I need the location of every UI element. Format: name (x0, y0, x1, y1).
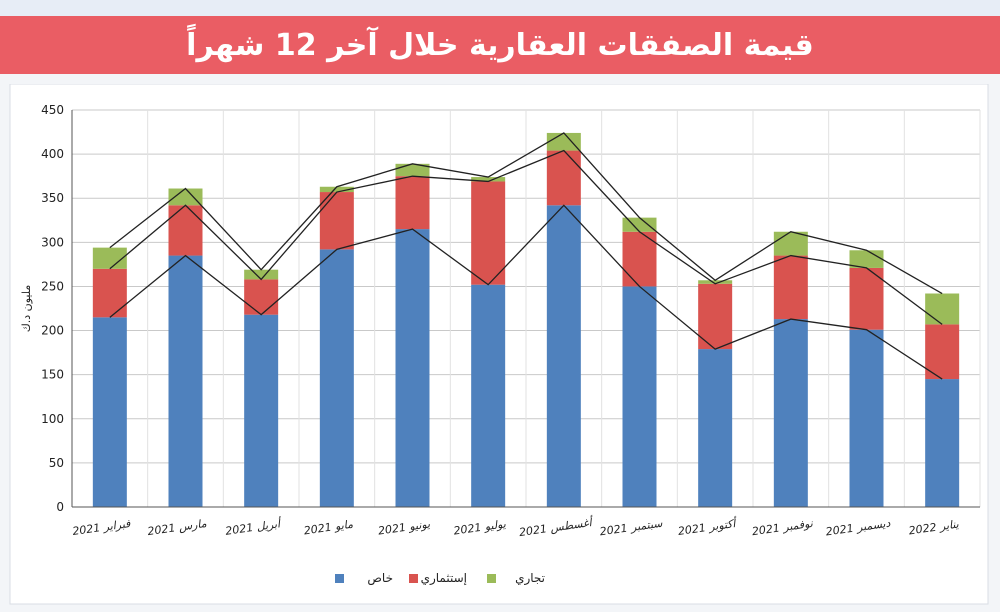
bar-segment (471, 177, 506, 182)
legend-swatch (335, 574, 344, 583)
bar-segment (622, 217, 657, 232)
legend-label: خاص (367, 571, 393, 586)
bar-segment (773, 255, 808, 320)
bar-segment (395, 176, 430, 230)
bar-segment (168, 255, 203, 507)
y-tick-label: 350 (41, 191, 64, 205)
bar-segment (319, 192, 354, 250)
y-tick-label: 300 (41, 235, 64, 249)
title-banner: قيمة الصفقات العقارية خلال آخر 12 شهراً (0, 16, 1000, 74)
y-tick-label: 200 (41, 324, 64, 338)
y-tick-label: 450 (41, 103, 64, 117)
bar-segment (849, 329, 884, 507)
bar-segment (92, 317, 127, 507)
bar-segment (168, 188, 203, 206)
series-line (109, 204, 943, 380)
bar-segment (698, 280, 733, 284)
y-tick-label: 50 (49, 456, 64, 470)
bar-segment (92, 268, 127, 318)
chart-area: 0 50 100 150 200 250 300 350 400 450 مليون د.ك فبرا… (0, 83, 1000, 608)
legend-label: إستثماري (421, 571, 467, 586)
y-tick-label: 0 (56, 500, 64, 514)
bar-segment (698, 349, 733, 507)
bar-segment (925, 293, 960, 325)
bar-segment (546, 205, 581, 507)
bar-segment (546, 150, 581, 206)
series-line (109, 132, 943, 295)
y-tick-label: 400 (41, 147, 64, 161)
chart-title: قيمة الصفقات العقارية خلال آخر 12 شهراً (186, 27, 814, 63)
y-tick-label: 250 (41, 279, 64, 293)
bar-segment (849, 267, 884, 330)
bar-segment (92, 247, 127, 269)
bar-segment (471, 181, 506, 285)
bar-segment (244, 269, 279, 280)
legend-swatch (487, 574, 496, 583)
bar-segment (168, 205, 203, 256)
y-tick-label: 150 (41, 368, 64, 382)
bar-segment (319, 249, 354, 507)
bar-segment (925, 324, 960, 380)
bar-segment (395, 229, 430, 507)
bar-segment (773, 319, 808, 507)
series-line (109, 149, 943, 325)
bar-segment (471, 284, 506, 507)
y-tick-label: 100 (41, 412, 64, 426)
y-axis-label: مليون د.ك (20, 285, 33, 333)
bar-segment (244, 279, 279, 315)
bar-segment (546, 132, 581, 151)
bar-segment (244, 314, 279, 507)
legend-label: تجاري (515, 571, 545, 586)
bar-segment (622, 286, 657, 507)
bar-segment (698, 283, 733, 350)
bar-segment (849, 250, 884, 268)
bar-segment (622, 231, 657, 287)
bar-segment (925, 379, 960, 507)
bar-segment (319, 186, 354, 193)
legend-swatch (409, 574, 418, 583)
top-band (0, 0, 1000, 16)
